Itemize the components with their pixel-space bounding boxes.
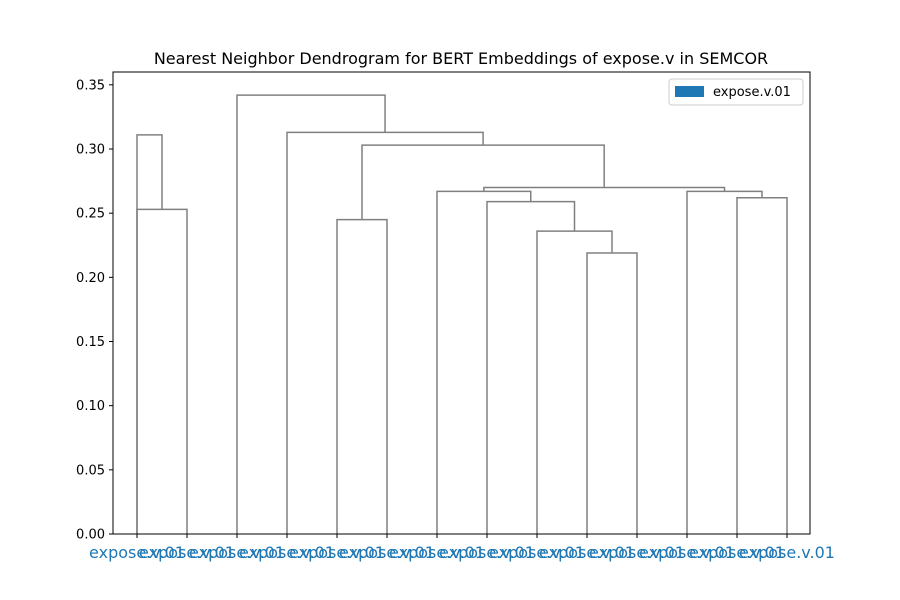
- leaf-label: expose.v.01: [689, 543, 785, 562]
- leaf-label: expose.v.01: [289, 543, 385, 562]
- leaf-label: expose.v.01: [589, 543, 685, 562]
- leaf-label: expose.v.01: [389, 543, 485, 562]
- dendrogram-link: [136, 134, 163, 534]
- chart-title: Nearest Neighbor Dendrogram for BERT Emb…: [154, 49, 768, 68]
- y-tick-label: 0.30: [76, 143, 105, 158]
- leaf-label: expose.v.01: [539, 543, 635, 562]
- y-tick-label: 0.20: [76, 271, 105, 286]
- leaf-label: expose.v.01: [189, 543, 285, 562]
- y-tick-label: 0.05: [76, 463, 105, 478]
- y-tick-label: 0.35: [76, 78, 105, 93]
- leaf-label: expose.v.01: [339, 543, 435, 562]
- legend-swatch: [675, 86, 704, 97]
- y-tick-label: 0.00: [76, 528, 105, 543]
- dendrogram-links: [136, 94, 788, 534]
- plot-frame: [112, 71, 811, 535]
- dendrogram-link: [486, 200, 576, 534]
- dendrogram-link: [236, 94, 386, 534]
- dendrogram-link: [136, 208, 188, 534]
- leaf-label: expose.v.01: [239, 543, 335, 562]
- dendrogram-link: [336, 218, 388, 534]
- dendrogram-link: [686, 190, 763, 534]
- legend-box: [668, 78, 804, 106]
- y-tick-label: 0.10: [76, 399, 105, 414]
- y-tick-label: 0.25: [76, 207, 105, 222]
- leaf-label: expose.v.01: [639, 543, 735, 562]
- leaf-labels: expose.v.01expose.v.01expose.v.01expose.…: [89, 534, 835, 562]
- y-axis: 0.00 0.05 0.10 0.15 0.20 0.25 0.30 0.35: [76, 78, 113, 543]
- leaf-label: expose.v.01: [489, 543, 585, 562]
- leaf-label: expose.v.01: [439, 543, 535, 562]
- leaf-label: expose.v.01: [139, 543, 235, 562]
- leaf-label: expose.v.01: [739, 543, 835, 562]
- dendrogram-link: [286, 131, 484, 534]
- dendrogram-link: [361, 144, 605, 220]
- leaf-label: expose.v.01: [89, 543, 185, 562]
- dendrogram-link: [436, 190, 532, 534]
- dendrogram-link: [586, 252, 638, 534]
- legend: expose.v.01: [668, 78, 804, 106]
- legend-label: expose.v.01: [713, 85, 791, 100]
- dendrogram-link: [536, 230, 613, 534]
- y-tick-label: 0.15: [76, 335, 105, 350]
- dendrogram-link: [736, 197, 788, 534]
